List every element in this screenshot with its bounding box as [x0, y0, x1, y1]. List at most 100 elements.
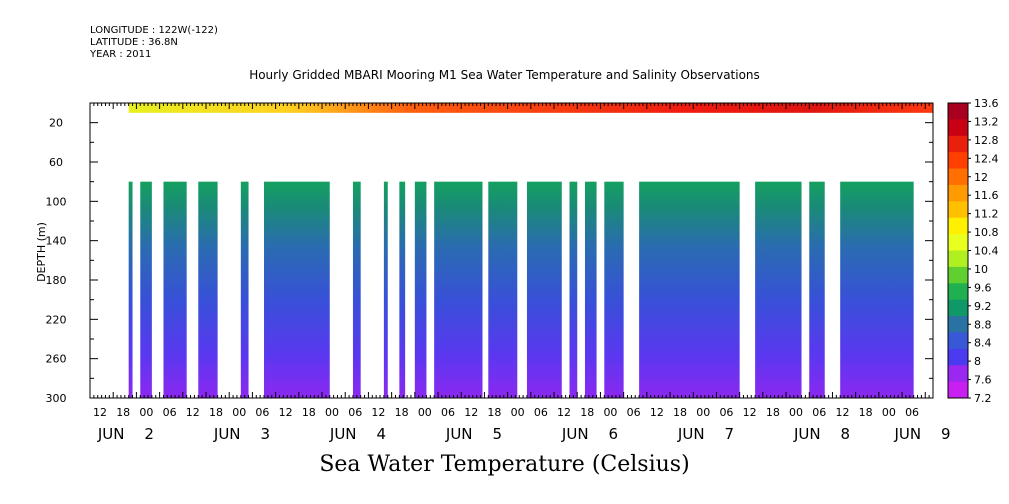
deep-layer: [128, 181, 914, 398]
data-segment: [526, 181, 562, 398]
colorbar-label: 10: [974, 263, 988, 276]
colorbar-swatch: [948, 381, 968, 399]
data-segment: [163, 181, 187, 398]
data-segment: [383, 181, 388, 398]
x-hour-label: 18: [302, 406, 316, 419]
x-hour-label: 18: [580, 406, 594, 419]
x-day-month: JUN: [445, 425, 473, 443]
x-hour-label: 18: [673, 406, 687, 419]
data-segment: [840, 181, 914, 398]
colorbar-label: 9.2: [974, 300, 992, 313]
x-hour-label: 06: [534, 406, 548, 419]
colorbar-swatch: [948, 316, 968, 333]
x-hour-label: 06: [719, 406, 733, 419]
x-hour-label: 12: [93, 406, 107, 419]
x-hour-label: 06: [812, 406, 826, 419]
data-segment: [128, 181, 133, 398]
y-axis-title: DEPTH (m): [35, 222, 48, 282]
colorbar-label: 7.6: [974, 374, 992, 387]
x-hour-label: 12: [464, 406, 478, 419]
x-day-month: JUN: [793, 425, 821, 443]
colorbar-swatch: [948, 250, 968, 268]
colorbar-swatch: [948, 103, 968, 120]
x-axis-title: Sea Water Temperature (Celsius): [319, 452, 690, 477]
x-hour-label: 12: [557, 406, 571, 419]
y-tick-label: 260: [46, 353, 67, 366]
x-hour-label: 00: [418, 406, 432, 419]
data-segment: [488, 181, 518, 398]
x-hour-label: 00: [603, 406, 617, 419]
x-hour-label: 18: [116, 406, 130, 419]
colorbar-swatch: [948, 332, 968, 350]
data-segment: [414, 181, 427, 398]
x-hour-label: 00: [882, 406, 896, 419]
y-tick-label: 60: [49, 156, 63, 169]
x-hour-label: 18: [395, 406, 409, 419]
x-hour-label: 00: [511, 406, 525, 419]
x-day-number: 4: [376, 425, 386, 443]
data-segment: [140, 181, 152, 398]
colorbar-swatch: [948, 283, 968, 301]
colorbar-label: 11.2: [974, 208, 999, 221]
y-axis-labels: 20 60 100 140 180 220 260 300: [46, 117, 67, 405]
x-hour-label: 00: [232, 406, 246, 419]
x-hour-label: 12: [186, 406, 200, 419]
chart-title: Hourly Gridded MBARI Mooring M1 Sea Wate…: [249, 68, 760, 82]
x-day-month: JUN: [561, 425, 589, 443]
colorbar-label: 7.2: [974, 392, 992, 405]
data-segment: [809, 181, 825, 398]
x-day-labels: JUN 2 JUN 3 JUN 4 JUN 5 JUN 6 JUN 7 JUN 8 JUN 9: [97, 425, 951, 443]
x-hour-label: 12: [835, 406, 849, 419]
colorbar-swatch: [948, 266, 968, 284]
x-hour-label: 06: [255, 406, 269, 419]
colorbar-label: 13.2: [974, 115, 999, 128]
colorbar: 13.6 13.2 12.8 12.4 12 11.6 11.2 10.8 10.4 10 9.6 9…: [947, 97, 999, 405]
data-segment: [352, 181, 361, 398]
x-hour-label: 00: [789, 406, 803, 419]
colorbar-swatch: [948, 152, 968, 170]
colorbar-swatch: [948, 135, 968, 153]
x-hour-label: 12: [650, 406, 664, 419]
colorbar-label: 12.8: [974, 134, 999, 147]
data-segment: [240, 181, 249, 398]
x-hour-label: 00: [139, 406, 153, 419]
x-hour-label: 18: [487, 406, 501, 419]
x-hour-label: 06: [441, 406, 455, 419]
colorbar-swatch: [948, 119, 968, 137]
latitude-label: LATITUDE : 36.8N: [90, 37, 178, 48]
x-day-number: 5: [492, 425, 502, 443]
x-hour-label: 06: [627, 406, 641, 419]
data-segment: [584, 181, 597, 398]
x-hour-label: 18: [209, 406, 223, 419]
y-tick-label: 20: [49, 117, 63, 130]
data-segment: [198, 181, 218, 398]
colorbar-swatch: [948, 201, 968, 219]
x-day-month: JUN: [677, 425, 705, 443]
x-day-number: 6: [608, 425, 618, 443]
data-segment: [639, 181, 740, 398]
colorbar-label: 8.8: [974, 318, 992, 331]
data-segment: [755, 181, 802, 398]
colorbar-label: 10.8: [974, 226, 999, 239]
colorbar-swatch: [948, 348, 968, 366]
y-tick-label: 180: [46, 274, 67, 287]
x-hour-label: 06: [905, 406, 919, 419]
data-segment: [604, 181, 624, 398]
x-day-month: JUN: [893, 425, 921, 443]
x-hour-label: 18: [766, 406, 780, 419]
y-tick-label: 100: [46, 195, 67, 208]
colorbar-label: 13.6: [974, 97, 999, 110]
x-day-number: 8: [840, 425, 850, 443]
x-day-month: JUN: [329, 425, 357, 443]
x-day-month: JUN: [213, 425, 241, 443]
colorbar-label: 12.4: [974, 152, 999, 165]
colorbar-label: 8.4: [974, 337, 992, 350]
axis-ticks: [89, 102, 934, 399]
y-tick-label: 300: [46, 392, 67, 405]
colorbar-swatch: [948, 299, 968, 317]
x-day-number: 3: [260, 425, 270, 443]
colorbar-swatch: [948, 168, 968, 186]
colorbar-swatch: [948, 365, 968, 383]
x-hour-label: 12: [279, 406, 293, 419]
